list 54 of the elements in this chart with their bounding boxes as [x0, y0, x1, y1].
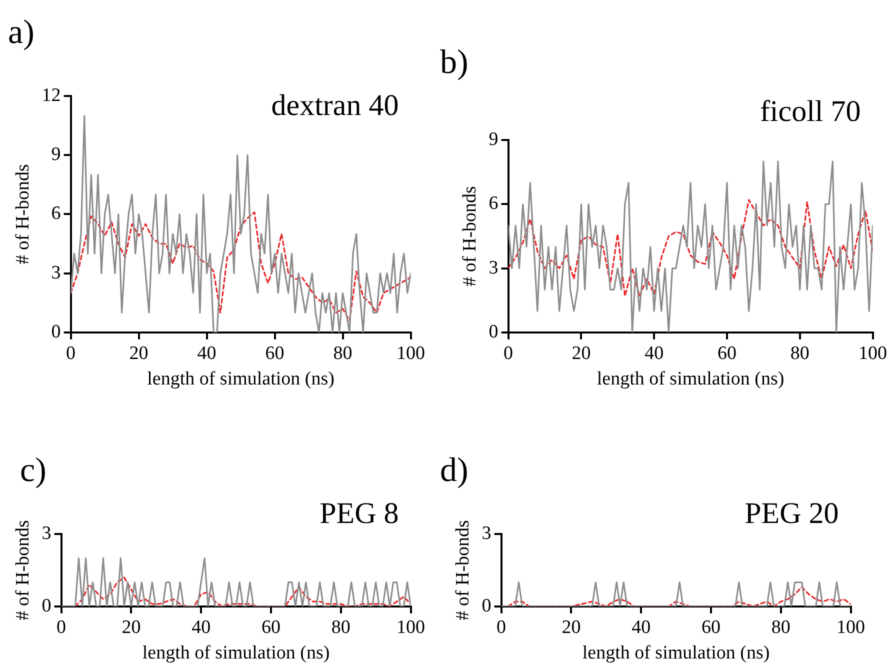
- x-tick-label: 40: [632, 616, 651, 638]
- y-axis-title: # of H-bonds: [459, 186, 480, 286]
- y-tick-label: 9: [488, 128, 498, 150]
- x-tick-label: 0: [66, 342, 76, 364]
- text: a): [8, 14, 34, 52]
- x-tick-label: 80: [771, 616, 790, 638]
- y-axis-title: # of H-bonds: [452, 520, 474, 620]
- y-tick-label: 3: [51, 262, 61, 284]
- x-axis-title: length of simulation (ns): [596, 368, 784, 390]
- x-axis-title: length of simulation (ns): [147, 368, 334, 390]
- x-tick-label: 20: [572, 342, 591, 364]
- x-tick-label: 60: [261, 616, 280, 638]
- x-tick-label: 100: [396, 616, 425, 638]
- x-tick-label: 80: [333, 342, 352, 364]
- y-axis-title: # of H-bonds: [12, 520, 34, 620]
- y-tick-label: 12: [42, 84, 61, 106]
- x-tick-label: 0: [504, 342, 514, 364]
- y-tick-label: 6: [51, 203, 61, 224]
- line-series: [508, 199, 873, 297]
- y-tick-label: 0: [51, 321, 61, 342]
- x-tick-label: 40: [192, 616, 211, 638]
- x-tick-label: 20: [129, 342, 148, 364]
- x-tick-label: 100: [858, 342, 887, 364]
- x-tick-label: 60: [701, 616, 720, 638]
- y-tick-label: 3: [488, 257, 498, 278]
- y-axis-title: # of H-bonds: [12, 164, 34, 264]
- x-tick-label: 100: [396, 342, 425, 364]
- x-tick-label: 40: [197, 342, 216, 364]
- chart-title: PEG 20: [744, 496, 839, 530]
- y-tick-label: 0: [488, 321, 498, 342]
- y-tick-label: 9: [51, 144, 61, 166]
- line-series: [70, 211, 411, 322]
- y-tick-label: 3: [482, 522, 492, 544]
- x-tick-label: 100: [836, 616, 865, 638]
- line-series: [74, 576, 411, 606]
- text: b): [440, 44, 468, 82]
- y-tick-label: 3: [42, 522, 52, 544]
- x-tick-label: 40: [644, 342, 664, 364]
- x-tick-label: 60: [717, 342, 736, 364]
- y-tick-label: 6: [488, 193, 498, 214]
- chart-title: dextran 40: [271, 88, 399, 122]
- text: d): [440, 452, 468, 490]
- chart-title: ficoll 70: [760, 94, 861, 128]
- chart-title: PEG 8: [320, 496, 399, 530]
- x-tick-label: 20: [122, 616, 141, 638]
- x-axis-title: length of simulation (ns): [582, 642, 770, 664]
- y-tick-label: 0: [42, 595, 52, 616]
- x-tick-label: 20: [562, 616, 581, 638]
- x-tick-label: 80: [790, 342, 810, 364]
- x-axis-title: length of simulation (ns): [142, 642, 330, 664]
- text: c): [20, 452, 46, 490]
- x-tick-label: 80: [331, 616, 350, 638]
- y-tick-label: 0: [482, 595, 492, 616]
- x-tick-label: 60: [265, 342, 284, 364]
